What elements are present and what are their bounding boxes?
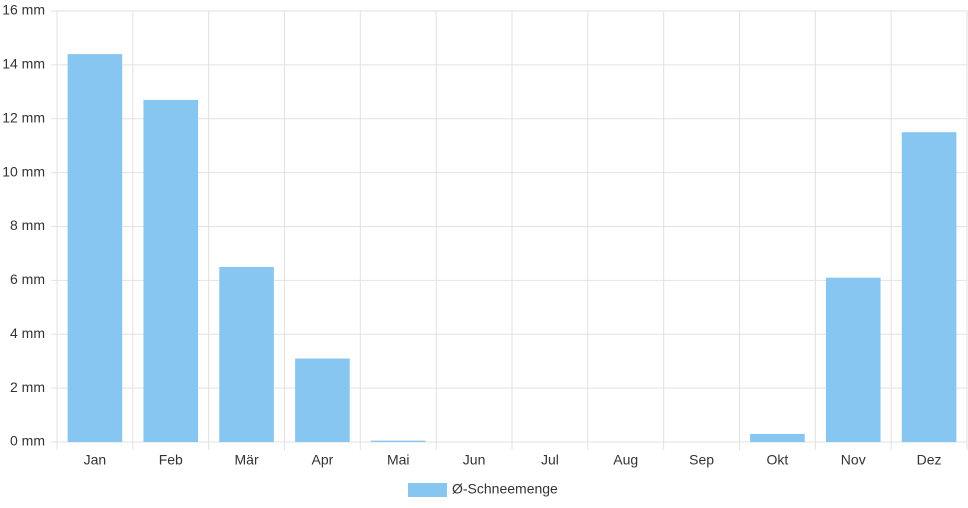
x-tick-label: Dez	[917, 452, 942, 468]
y-tick-label: 14 mm	[2, 56, 45, 72]
bar	[219, 266, 274, 442]
bar	[825, 277, 881, 442]
x-tick-label: Jul	[541, 452, 559, 468]
x-tick-label: Sep	[689, 452, 714, 468]
x-tick-label: Mär	[235, 452, 259, 468]
bar	[901, 132, 957, 442]
y-tick-label: 12 mm	[2, 109, 45, 125]
y-tick-label: 0 mm	[10, 433, 45, 449]
y-tick-label: 4 mm	[10, 325, 45, 341]
bar	[295, 358, 350, 442]
y-tick-label: 2 mm	[10, 379, 45, 395]
y-tick-label: 8 mm	[10, 217, 45, 233]
legend-swatch	[408, 483, 447, 497]
x-tick-label: Aug	[613, 452, 638, 468]
y-tick-label: 10 mm	[2, 163, 45, 179]
x-tick-label: Nov	[841, 452, 866, 468]
y-tick-label: 16 mm	[2, 2, 45, 18]
x-tick-label: Apr	[312, 452, 334, 468]
x-tick-label: Jun	[463, 452, 486, 468]
bar	[143, 99, 199, 443]
x-tick-label: Mai	[387, 452, 410, 468]
x-tick-label: Jan	[84, 452, 107, 468]
bar	[750, 433, 805, 442]
bar	[67, 54, 123, 442]
x-tick-label: Feb	[159, 452, 183, 468]
x-tick-label: Okt	[767, 452, 789, 468]
y-tick-label: 6 mm	[10, 271, 45, 287]
legend-label: Ø-Schneemenge	[452, 481, 558, 497]
bar	[370, 440, 426, 442]
